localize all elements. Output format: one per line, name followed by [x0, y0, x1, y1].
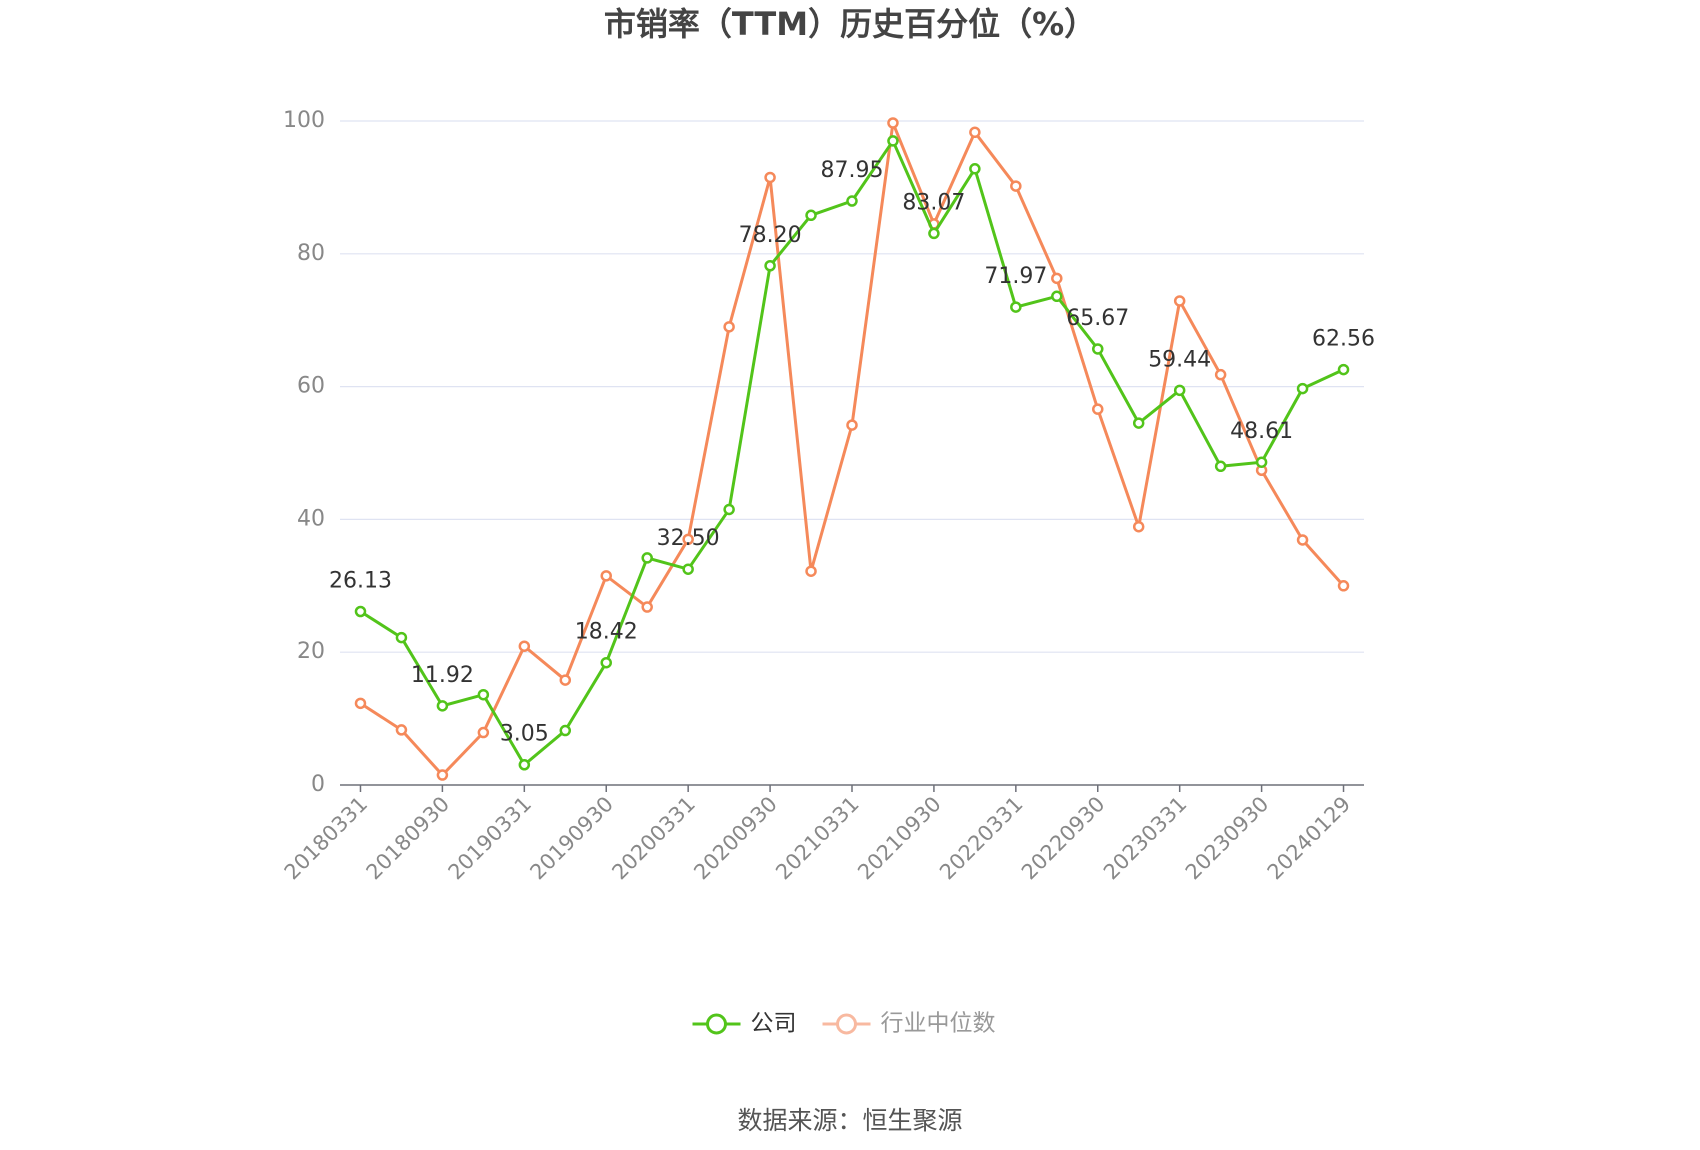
x-tick-label: 20210331 — [771, 792, 864, 885]
data-point — [354, 605, 367, 618]
data-point — [477, 726, 490, 739]
legend-label: 公司 — [751, 1011, 797, 1037]
data-point — [805, 209, 817, 222]
data-point — [764, 260, 776, 272]
data-label: 59.44 — [1148, 347, 1211, 372]
series-line — [359, 137, 1345, 768]
data-point — [846, 195, 858, 207]
data-point — [887, 135, 899, 147]
x-tick-label: 20230930 — [1181, 792, 1274, 885]
data-label: 78.20 — [739, 223, 802, 248]
y-tick-label: 40 — [297, 506, 325, 531]
data-point — [395, 724, 408, 736]
y-tick-label: 80 — [297, 241, 325, 266]
legend-marker — [836, 1013, 857, 1035]
data-point — [1010, 180, 1022, 192]
x-tick-label: 20190930 — [525, 792, 618, 885]
x-tick-label: 20240129 — [1263, 792, 1356, 885]
data-point — [641, 552, 653, 564]
chart-title: 市销率（TTM）历史百分位（%） — [604, 5, 1096, 43]
data-point — [600, 570, 612, 582]
x-tick-label: 20190331 — [444, 792, 537, 885]
data-point — [805, 565, 817, 577]
data-point — [1255, 456, 1268, 468]
source-note: 数据来源：恒生聚源 — [737, 1106, 962, 1135]
data-point — [1173, 295, 1186, 307]
x-tick-label: 20210930 — [853, 792, 946, 885]
data-label: 87.95 — [821, 158, 884, 183]
data-label: 48.61 — [1230, 419, 1293, 444]
data-point — [1337, 580, 1350, 592]
data-point — [723, 503, 735, 516]
data-point — [559, 674, 572, 686]
data-point — [1214, 368, 1227, 381]
data-label: 71.97 — [984, 264, 1047, 289]
data-label: 26.13 — [329, 568, 392, 593]
legend-marker — [706, 1013, 727, 1035]
data-point — [518, 640, 531, 652]
data-point — [1092, 343, 1104, 355]
data-label: 83.07 — [902, 190, 965, 215]
y-tick-label: 60 — [297, 374, 325, 399]
x-tick-label: 20200930 — [689, 792, 782, 885]
y-tick-label: 20 — [297, 639, 325, 664]
x-tick-label: 20200331 — [607, 792, 700, 885]
y-tick-label: 100 — [283, 108, 325, 133]
data-point — [1337, 363, 1350, 376]
y-tick-label: 0 — [311, 772, 325, 797]
data-label: 32.50 — [657, 526, 720, 551]
x-tick-label: 20180331 — [280, 792, 373, 885]
data-label: 65.67 — [1066, 306, 1129, 331]
data-point — [436, 700, 449, 712]
data-point — [846, 419, 858, 431]
x-tick-label: 20220331 — [935, 792, 1028, 885]
data-point — [1296, 382, 1309, 395]
data-point — [354, 697, 367, 710]
data-point — [1296, 534, 1309, 546]
data-point — [436, 769, 449, 781]
data-point — [1010, 301, 1022, 313]
legend-item[interactable]: 公司 — [692, 1011, 797, 1037]
data-label: 11.92 — [411, 663, 474, 688]
series-line — [359, 117, 1345, 778]
legend-item[interactable]: 行业中位数 — [822, 1011, 996, 1037]
data-point — [969, 163, 981, 175]
data-point — [764, 171, 776, 184]
data-label: 18.42 — [575, 620, 638, 645]
data-point — [1051, 290, 1063, 303]
data-point — [641, 601, 653, 613]
data-point — [1132, 417, 1145, 429]
data-point — [518, 758, 531, 771]
data-point — [887, 117, 899, 129]
data-point — [928, 227, 940, 240]
data-point — [1092, 403, 1104, 415]
data-point — [682, 563, 694, 575]
data-point — [395, 631, 408, 644]
data-point — [969, 126, 981, 139]
data-point — [600, 656, 612, 669]
data-point — [559, 724, 572, 737]
data-point — [682, 533, 694, 546]
x-tick-label: 20230331 — [1099, 792, 1192, 885]
x-tick-label: 20180930 — [362, 792, 455, 885]
data-point — [1051, 272, 1063, 285]
data-point — [1173, 384, 1186, 397]
data-point — [1132, 520, 1145, 533]
data-point — [723, 321, 735, 333]
data-point — [1214, 460, 1227, 473]
legend-label: 行业中位数 — [881, 1011, 996, 1037]
data-label: 3.05 — [500, 722, 549, 747]
x-tick-label: 20220930 — [1017, 792, 1110, 885]
data-label: 62.56 — [1312, 327, 1375, 352]
data-point — [477, 688, 490, 701]
